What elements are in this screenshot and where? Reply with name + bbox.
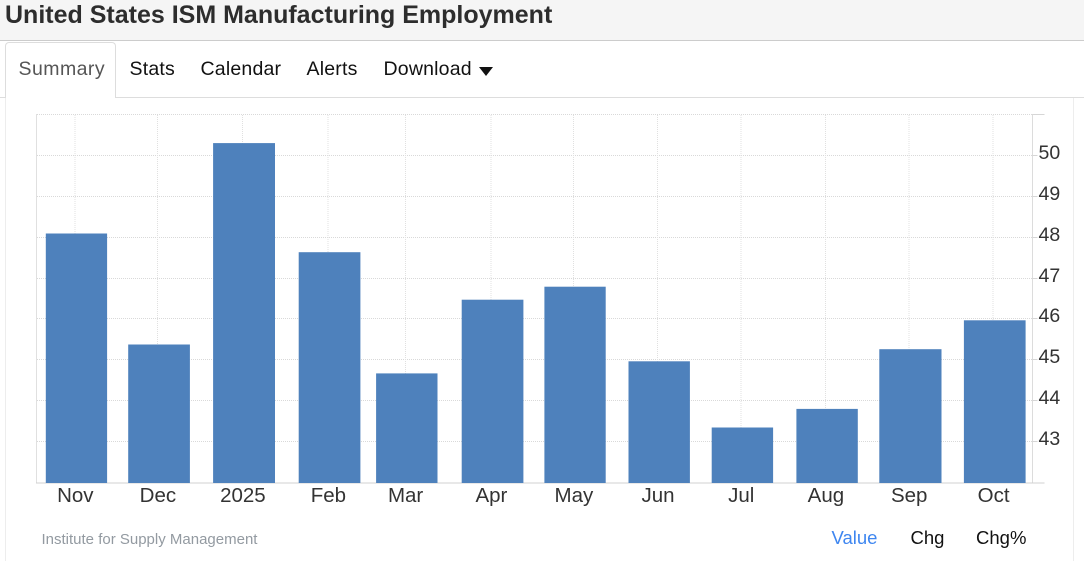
svg-text:49: 49 (1039, 183, 1061, 205)
svg-text:Dec: Dec (140, 484, 176, 507)
svg-text:Feb: Feb (311, 484, 346, 507)
svg-text:43: 43 (1039, 428, 1061, 450)
svg-text:45: 45 (1039, 346, 1061, 368)
svg-text:Nov: Nov (57, 484, 94, 507)
svg-text:Oct: Oct (978, 484, 1010, 507)
svg-text:46: 46 (1039, 305, 1061, 327)
svg-text:May: May (555, 484, 594, 507)
svg-text:Mar: Mar (388, 484, 423, 507)
svg-text:50: 50 (1039, 142, 1061, 164)
svg-text:Apr: Apr (475, 484, 507, 507)
svg-text:47: 47 (1039, 265, 1061, 287)
svg-text:Jul: Jul (728, 484, 754, 507)
svg-text:44: 44 (1039, 387, 1061, 409)
svg-text:Jun: Jun (641, 484, 674, 507)
svg-text:Aug: Aug (808, 484, 844, 507)
svg-text:48: 48 (1039, 224, 1061, 246)
svg-text:Sep: Sep (891, 484, 927, 507)
svg-text:2025: 2025 (220, 484, 266, 507)
